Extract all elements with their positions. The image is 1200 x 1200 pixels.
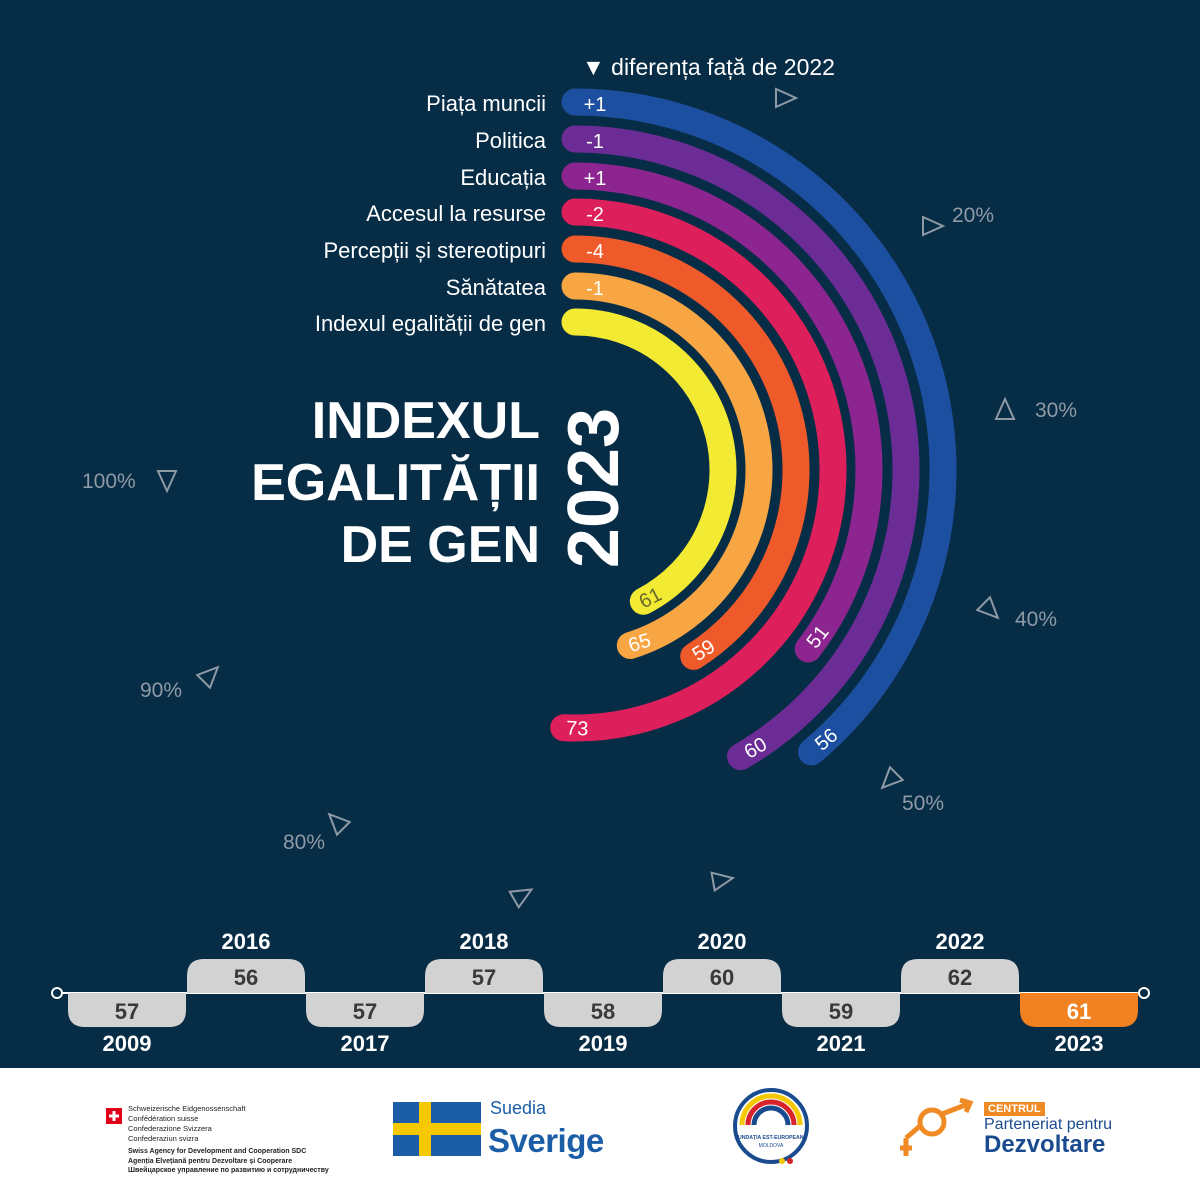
arc-0 [561,88,957,766]
timeline-pill [782,993,900,1027]
timeline-value: 61 [1067,999,1091,1024]
tick-triangle-icon [710,871,736,893]
arc-5 [561,272,773,659]
timeline-value: 60 [710,965,734,990]
tick-triangle-icon [775,87,799,109]
tick-triangle-icon [195,665,220,690]
tick-triangle-icon [327,812,352,837]
tick-triangle-icon [156,470,178,494]
sweden-label-ro: Suedia [490,1098,547,1118]
diff-badge: +1 [584,168,607,190]
timeline-year: 2016 [222,929,271,954]
category-label: Politica [475,128,547,153]
timeline-pill [306,993,424,1027]
timeline-year: 2022 [936,929,985,954]
gender-symbols-icon [900,1098,974,1156]
arc-1 [561,125,920,771]
footer-logos [0,1068,1200,1200]
scale-tick-label: 90% [140,679,182,702]
cpd-label-mid: Parteneriat pentru [984,1116,1113,1133]
diff-badge: +1 [584,94,607,116]
category-label: Indexul egalității de gen [315,311,546,336]
diff-badge: -1 [586,131,604,153]
arc-6 [561,308,737,615]
tick-triangle-icon [922,215,946,237]
scale-tick-label: 30% [1035,399,1077,422]
fundatia-est-europeana-logo: FUNDAȚIA EST-EUROPEANĂ MOLDOVA [733,1088,809,1164]
scale-ticks: 20% 30% 40% 50% 80% 90% 100% [82,87,1077,910]
tick-triangle-icon [994,396,1016,420]
title-line-2: EGALITĂȚII [251,454,540,512]
timeline-year: 2019 [579,1031,628,1056]
title-line-3: DE GEN [341,516,540,574]
arc-4 [561,235,810,670]
timeline-year: 2021 [817,1031,866,1056]
tick-triangle-icon [880,765,905,790]
timeline-year: 2023 [1055,1031,1104,1056]
timeline-year: 2017 [341,1031,390,1056]
timeline-pill [187,959,305,993]
diff-badges: +1 -1 +1 -2 -4 -1 [584,94,607,300]
scale-tick-label: 50% [902,792,944,815]
timeline-value: 59 [829,999,853,1024]
timeline-pill [544,993,662,1027]
category-labels: Piața muncii Politica Educația Accesul la r… [315,91,547,336]
timeline-start-dot [51,987,63,999]
timeline-value: 57 [115,999,139,1024]
diff-badge: -1 [586,278,604,300]
arc-value: 73 [566,718,589,741]
scale-tick-label: 20% [952,204,994,227]
swiss-confederation-text: Schweizerische Eidgenossenschaft Confédé… [128,1104,246,1143]
swiss-agency-text: Swiss Agency for Development and Coopera… [128,1148,329,1174]
category-label: Accesul la resurse [366,201,546,226]
category-label: Piața muncii [426,91,546,116]
scale-tick-label: 40% [1015,608,1057,631]
scale-tick-label: 100% [82,470,136,493]
category-label: Sănătatea [446,275,547,300]
tick-triangle-icon [508,888,534,910]
category-label: Percepții și stereotipuri [323,238,546,263]
sweden-label-sv: Sverige [488,1122,604,1159]
cpd-label-top: CENTRUL [984,1102,1045,1116]
title-year: 2023 [554,408,634,568]
title-line-1: INDEXUL [312,392,540,450]
legend-header: ▼ diferența față de 2022 [582,54,835,80]
timeline: 57 2009 56 2016 57 2017 57 2018 58 2019 60 2020 59 20… [51,929,1150,1056]
timeline-pill [425,959,543,993]
timeline-value: 57 [472,965,496,990]
timeline-year: 2009 [103,1031,152,1056]
arc-3 [550,198,847,742]
timeline-value: 58 [591,999,615,1024]
timeline-value: 56 [234,965,258,990]
arc-2 [561,162,883,663]
category-label: Educația [460,165,546,190]
timeline-year: 2020 [698,929,747,954]
fee-name-text: FUNDAȚIA EST-EUROPEANĂ [735,1134,808,1141]
scale-tick-label: 80% [283,831,325,854]
timeline-value: 62 [948,965,972,990]
timeline-year: 2018 [460,929,509,954]
swiss-flag-icon [106,1108,122,1124]
timeline-value: 57 [353,999,377,1024]
timeline-pill [663,959,781,993]
diff-badge: -2 [586,204,604,226]
tick-triangle-icon [975,595,1000,620]
timeline-pill [68,993,186,1027]
timeline-pill [901,959,1019,993]
sweden-flag-icon [393,1102,481,1156]
timeline-pill [1020,993,1138,1027]
radial-arcs [550,88,957,771]
timeline-end-dot [1138,987,1150,999]
fee-country-text: MOLDOVA [759,1143,784,1149]
cpd-label-bottom: Dezvoltare [984,1131,1106,1158]
diff-badge: -4 [586,241,604,263]
